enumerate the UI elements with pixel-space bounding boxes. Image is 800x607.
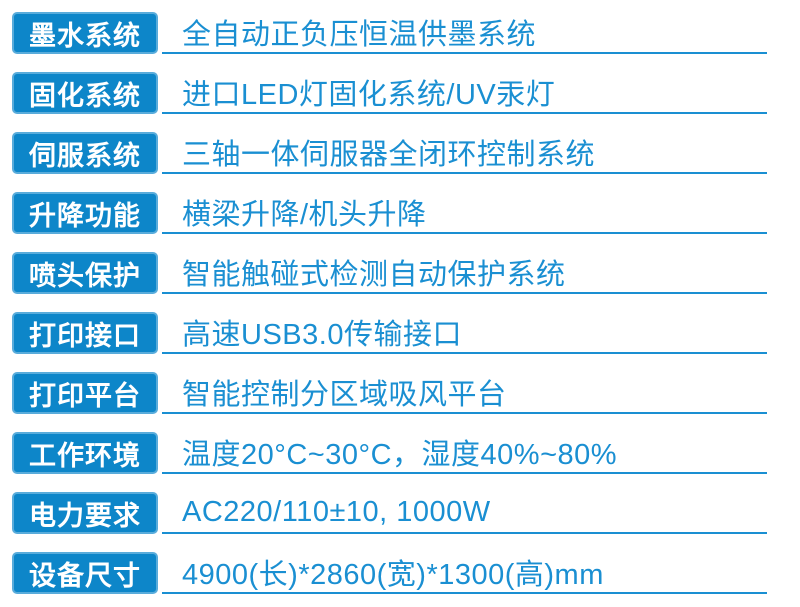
spec-value: 三轴一体伺服器全闭环控制系统 [162, 132, 767, 174]
spec-row: 伺服系统 三轴一体伺服器全闭环控制系统 [12, 132, 767, 174]
spec-value: AC220/110±10, 1000W [162, 492, 767, 534]
spec-label: 墨水系统 [12, 12, 158, 54]
spec-row: 电力要求 AC220/110±10, 1000W [12, 492, 767, 534]
spec-value: 智能触碰式检测自动保护系统 [162, 252, 767, 294]
spec-value: 智能控制分区域吸风平台 [162, 372, 767, 414]
spec-row: 工作环境 温度20°C~30°C，湿度40%~80% [12, 432, 767, 474]
spec-label: 升降功能 [12, 192, 158, 234]
spec-label: 固化系统 [12, 72, 158, 114]
spec-value: 高速USB3.0传输接口 [162, 312, 767, 354]
spec-value: 4900(长)*2860(宽)*1300(高)mm [162, 552, 767, 594]
spec-value: 温度20°C~30°C，湿度40%~80% [162, 432, 767, 474]
spec-row: 设备尺寸 4900(长)*2860(宽)*1300(高)mm [12, 552, 767, 594]
spec-row: 墨水系统 全自动正负压恒温供墨系统 [12, 12, 767, 54]
spec-value: 进口LED灯固化系统/UV汞灯 [162, 72, 767, 114]
spec-value: 全自动正负压恒温供墨系统 [162, 12, 767, 54]
spec-row: 打印平台 智能控制分区域吸风平台 [12, 372, 767, 414]
spec-label: 伺服系统 [12, 132, 158, 174]
spec-label: 喷头保护 [12, 252, 158, 294]
spec-label: 打印平台 [12, 372, 158, 414]
spec-row: 固化系统 进口LED灯固化系统/UV汞灯 [12, 72, 767, 114]
spec-row: 喷头保护 智能触碰式检测自动保护系统 [12, 252, 767, 294]
spec-row: 升降功能 横梁升降/机头升降 [12, 192, 767, 234]
spec-value: 横梁升降/机头升降 [162, 192, 767, 234]
spec-label: 电力要求 [12, 492, 158, 534]
spec-label: 设备尺寸 [12, 552, 158, 594]
spec-label: 工作环境 [12, 432, 158, 474]
spec-row: 打印接口 高速USB3.0传输接口 [12, 312, 767, 354]
spec-label: 打印接口 [12, 312, 158, 354]
